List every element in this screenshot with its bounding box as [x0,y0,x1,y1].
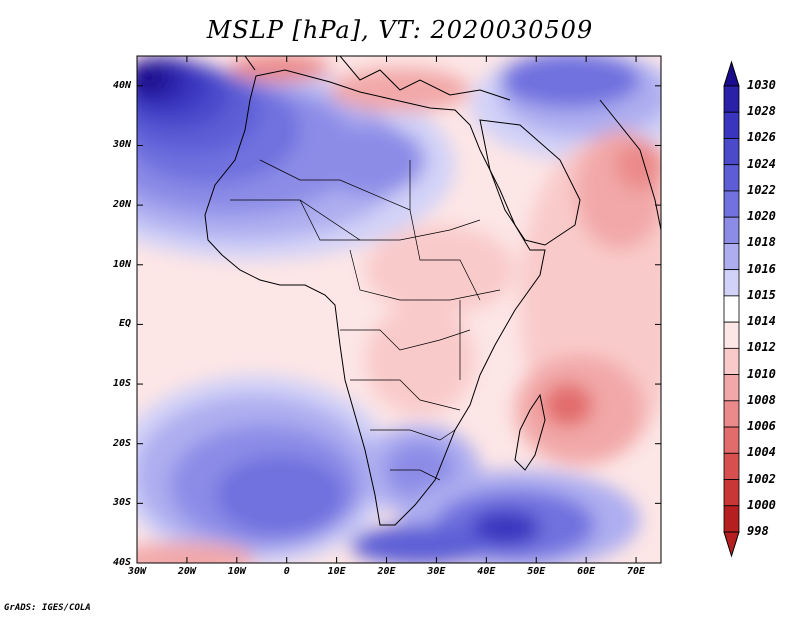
high-satl-1020 [215,455,345,535]
colorbar-level-label: 1006 [747,419,776,434]
pressure-field [137,56,661,563]
colorbar-swatch [723,111,740,139]
colorbar-swatch [723,85,740,113]
colorbar-level-label: 1030 [747,78,776,92]
colorbar-swatch [723,243,740,271]
country-borders [230,159,501,481]
colorbar-level-label: 1000 [747,497,776,512]
plot-title: MSLP [hPa], VT: 2020030509 [206,16,594,44]
africa-coastline [204,69,546,526]
colorbar-swatch [723,347,740,375]
lon-tick-label: 50E [527,566,546,577]
high-sio-1026 [470,510,540,546]
colorbar-level-label: 1028 [747,104,776,119]
footer-credit: GrADS: IGES/COLA [4,603,91,613]
colorbar-level-label: 1012 [747,340,776,355]
madagascar [514,393,546,471]
lat-tick-label: 10S [112,378,131,390]
colorbar-swatch [723,190,740,218]
lat-tick-label: 30S [112,497,131,509]
colorbar-level-label: 1008 [747,392,776,407]
europe-coast [244,56,511,101]
colorbar-swatch [723,138,740,166]
lon-tick-label: 40E [477,566,496,577]
colorbar-swatch [723,400,740,428]
lon-tick-label: 10W [227,566,246,577]
india-coast [599,99,661,231]
lat-tick-label: 40S [112,557,131,568]
lon-tick-label: 0 [283,566,290,577]
low-madagascar-1004 [543,383,593,427]
high-asia-1020 [500,56,640,108]
lon-tick-label: 20W [177,566,196,577]
low-southwest [137,542,255,563]
axis-ticks [136,56,661,564]
lon-tick-label: 10E [327,566,346,577]
lon-tick-label: 60E [577,566,596,577]
colorbar-level-label: 1014 [747,314,776,329]
lat-tick-label: EQ [118,318,131,330]
colorbar-level-label: 1004 [747,445,776,460]
colorbar-swatch [723,505,740,533]
lon-tick-label: 30W [127,566,147,577]
colorbar-swatch [723,269,740,297]
lat-tick-label: 20N [112,199,131,211]
colorbar-level-label: 1022 [747,182,776,197]
colorbar [723,60,740,558]
arabia [479,119,581,246]
colorbar-swatch [723,374,740,402]
colorbar-bottom-arrow [723,531,740,558]
low-india-coast [615,140,661,190]
plot-frame [136,55,662,564]
colorbar-level-label: 1015 [747,287,776,302]
colorbar-level-label: 1002 [747,471,776,486]
lat-tick-label: 10N [112,258,131,270]
lon-tick-label: 30E [427,566,446,577]
colorbar-level-label: 1016 [747,261,776,276]
low-congo [365,305,475,415]
colorbar-level-label: 1024 [747,156,776,171]
colorbar-swatch [723,216,740,244]
lat-tick-label: 40N [112,79,131,91]
high-libya [315,125,425,195]
colorbar-level-label: 1018 [747,235,776,250]
colorbar-swatch [723,426,740,454]
colorbar-level-label: 1010 [747,366,776,381]
colorbar-level-label: 1020 [747,209,776,224]
colorbar-level-label: 998 [747,524,769,538]
colorbar-swatch [723,452,740,480]
lat-tick-label: 20S [112,437,131,449]
colorbar-swatch [723,164,740,192]
colorbar-swatch [723,321,740,349]
lon-tick-label: 20E [377,566,396,577]
high-north-1030 [137,64,166,92]
lon-tick-label: 70E [627,566,646,577]
colorbar-level-label: 1026 [747,130,776,145]
lat-tick-label: 30N [112,139,131,151]
low-central-africa [365,225,515,315]
high-cape [350,525,490,563]
colorbar-swatch [723,295,740,323]
colorbar-swatch [723,479,740,507]
colorbar-top-arrow [723,60,740,87]
